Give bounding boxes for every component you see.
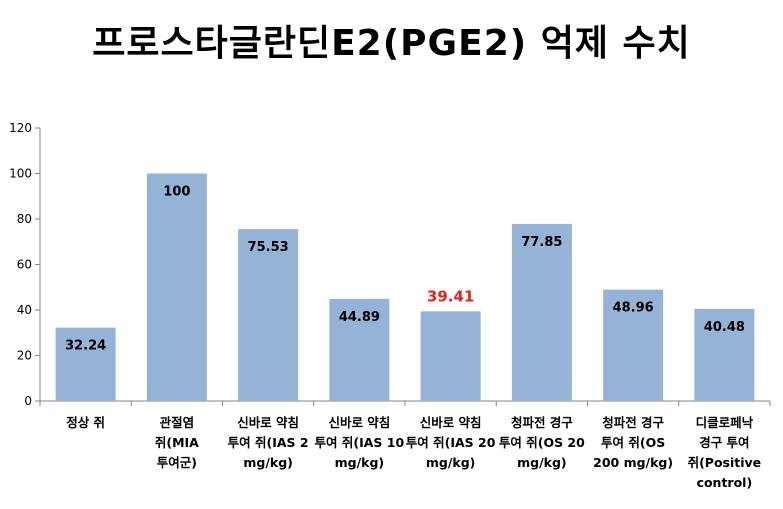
bars [55, 173, 755, 401]
x-tick-label-line: 관절염 [159, 415, 195, 430]
x-tick-label-line: 쥐(MIA [154, 435, 199, 450]
bar [603, 289, 664, 401]
bar [420, 311, 481, 401]
bar [511, 223, 572, 401]
x-tick-label-line: 신바로 약침 [237, 415, 300, 430]
y-tick-label: 60 [17, 258, 32, 272]
data-label: 40.48 [704, 320, 745, 335]
x-tick-label-line: control) [696, 475, 753, 490]
x-tick-label-line: 투여 쥐(OS [601, 435, 666, 450]
x-tick-label-line: 정상 쥐 [66, 415, 106, 430]
bar [694, 308, 755, 401]
data-label: 32.24 [65, 339, 106, 354]
y-tick-label: 100 [9, 167, 32, 181]
y-tick-label: 0 [24, 394, 32, 408]
x-tick-label-line: 디클로페낙 [695, 415, 754, 430]
bar [146, 173, 207, 401]
data-label: 75.53 [248, 240, 289, 255]
y-tick-label: 120 [9, 121, 32, 135]
data-label: 100 [163, 185, 190, 200]
bar [238, 229, 299, 401]
chart-title: 프로스타글란딘E2(PGE2) 억제 수치 [92, 23, 691, 64]
x-tick-label-line: mg/kg) [425, 455, 476, 470]
x-tick-label-line: 투여 쥐(IAS 2 [227, 435, 309, 450]
data-label: 44.89 [339, 310, 380, 325]
x-tick-label-line: 경구 투여 [699, 435, 750, 450]
x-tick-label-line: 청파전 경구 [510, 415, 573, 430]
data-labels: 32.24 100 75.53 44.89 39.41 77.85 48.96 40.48 [65, 185, 745, 354]
x-tick-label-line: 투여 쥐(IAS 10 [314, 435, 405, 450]
x-tick-label-line: 신바로 약침 [419, 415, 482, 430]
x-tick-label-line: 투여군) [156, 455, 197, 470]
y-tick-label: 20 [17, 349, 32, 363]
data-label: 39.41 [427, 287, 474, 305]
x-tick-label-line: 200 mg/kg) [593, 455, 674, 470]
x-tick-label-line: 투여 쥐(OS 20 [498, 435, 585, 450]
x-tick-label-line: 청파전 경구 [602, 415, 665, 430]
bar [329, 298, 390, 401]
x-tick-label-line: 투여 쥐(IAS 20 [405, 435, 496, 450]
x-tick-label-line: 쥐(Positive [687, 455, 762, 470]
y-tick-label: 40 [17, 303, 32, 317]
y-tick-label: 80 [17, 212, 32, 226]
x-tick-label-line: mg/kg) [243, 455, 293, 470]
x-tick-label-line: 신바로 약침 [328, 415, 391, 430]
x-tick-label-line: mg/kg) [517, 455, 567, 470]
x-tick-label-line: mg/kg) [334, 455, 385, 470]
data-label: 77.85 [521, 235, 562, 250]
x-tick-label: 정상 쥐 [38, 413, 134, 433]
data-label: 48.96 [613, 301, 654, 316]
bar [55, 327, 116, 401]
